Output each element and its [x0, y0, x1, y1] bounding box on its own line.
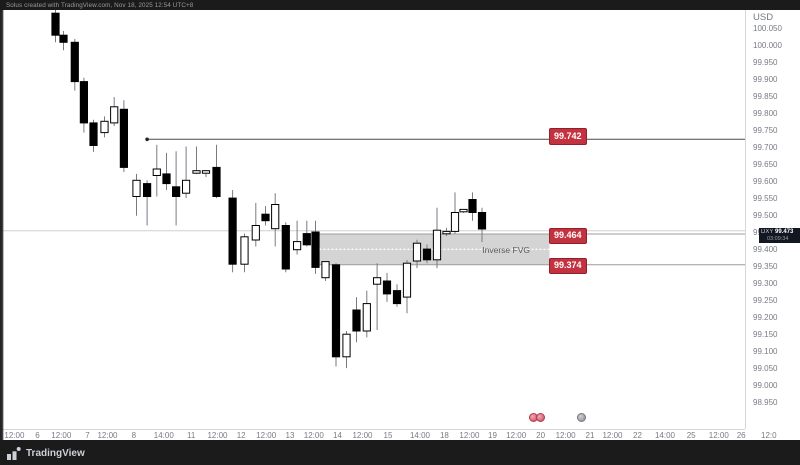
- svg-text:Inverse FVG: Inverse FVG: [482, 245, 530, 255]
